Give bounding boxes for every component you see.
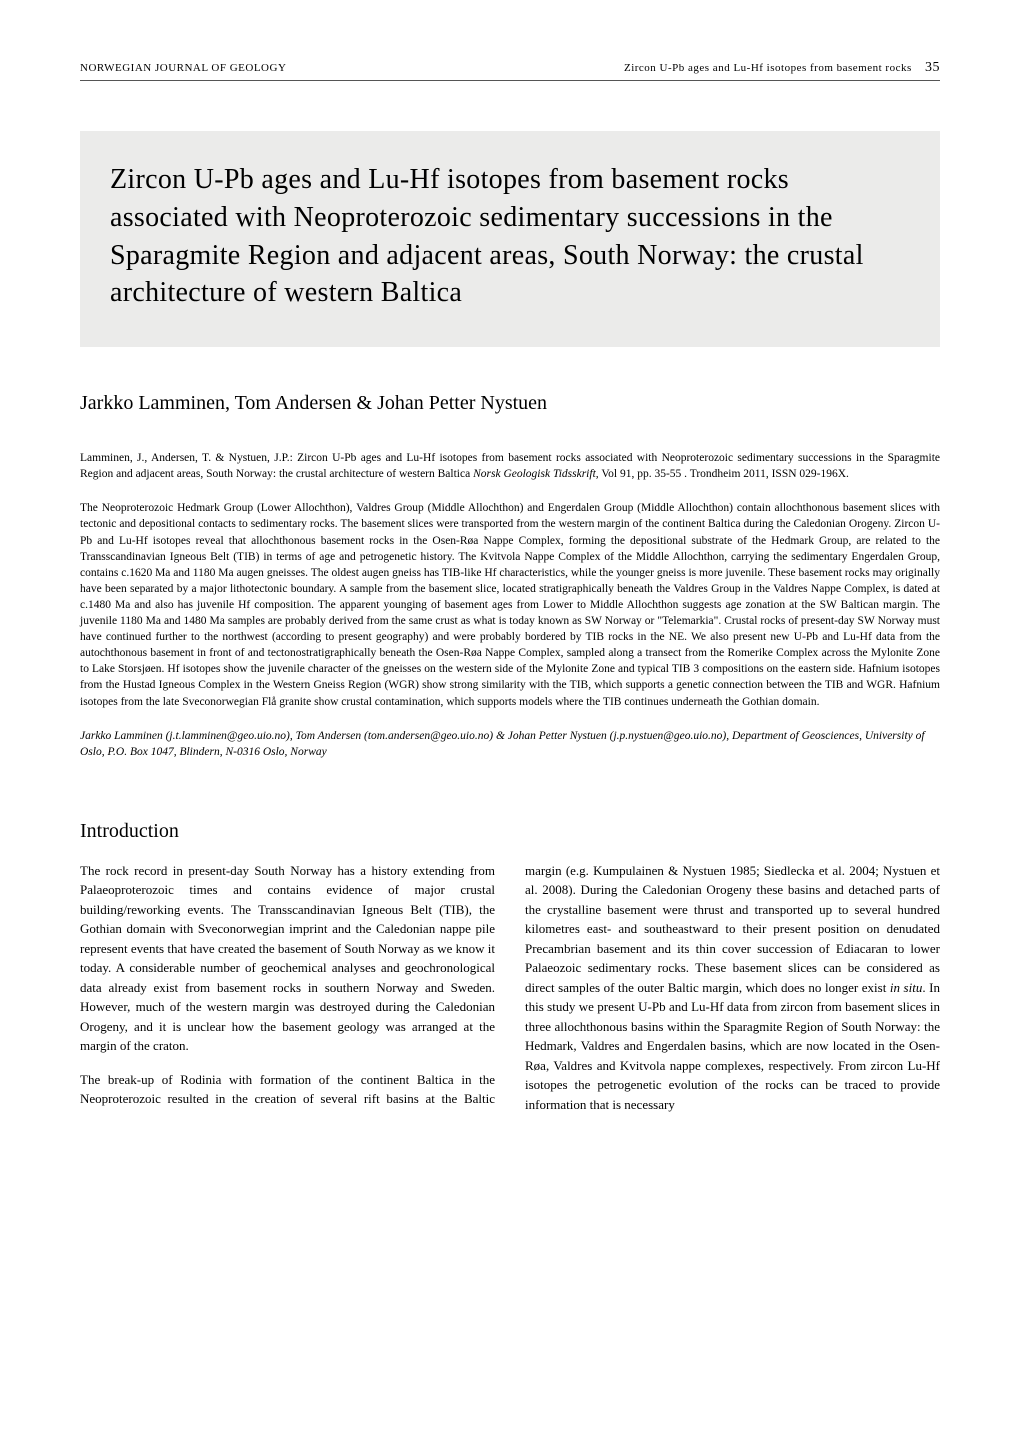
citation-suffix: Vol 91, pp. 35-55 . Trondheim 2011, ISSN…	[599, 468, 849, 480]
body-text: The rock record in present-day South Nor…	[80, 861, 940, 1119]
page-header: NORWEGIAN JOURNAL OF GEOLOGY Zircon U-Pb…	[80, 60, 940, 81]
citation-journal: Norsk Geologisk Tidsskrift,	[473, 468, 599, 480]
paper-title: Zircon U-Pb ages and Lu-Hf isotopes from…	[110, 161, 910, 312]
body-para-2-suffix: . In this study we present U-Pb and Lu-H…	[525, 980, 940, 1112]
journal-name: NORWEGIAN JOURNAL OF GEOLOGY	[80, 62, 286, 74]
running-title-wrap: Zircon U-Pb ages and Lu-Hf isotopes from…	[624, 60, 940, 76]
title-block: Zircon U-Pb ages and Lu-Hf isotopes from…	[80, 131, 940, 347]
author-emails: Jarkko Lamminen (j.t.lamminen@geo.uio.no…	[80, 728, 940, 760]
citation: Lamminen, J., Andersen, T. & Nystuen, J.…	[80, 450, 940, 482]
body-paragraph-1: The rock record in present-day South Nor…	[80, 861, 495, 1056]
abstract: The Neoproterozoic Hedmark Group (Lower …	[80, 500, 940, 709]
running-title: Zircon U-Pb ages and Lu-Hf isotopes from…	[624, 62, 912, 74]
body-para-2-italic: in situ	[890, 980, 922, 995]
section-heading: Introduction	[80, 820, 940, 843]
authors: Jarkko Lamminen, Tom Andersen & Johan Pe…	[80, 392, 940, 415]
page-number: 35	[925, 60, 940, 75]
